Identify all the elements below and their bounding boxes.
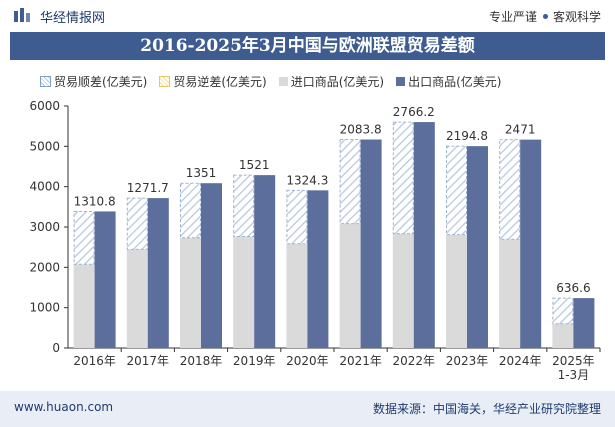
y-tick-label: 5000	[29, 139, 60, 153]
top-bar: 华经情报网 专业严谨 客观科学	[0, 0, 615, 30]
data-label-surplus: 1521	[239, 158, 270, 172]
data-label-surplus: 2194.8	[446, 129, 488, 143]
bar-export	[360, 139, 382, 348]
bar-import	[499, 239, 521, 348]
x-tick-label: 2018年	[180, 354, 223, 368]
bar-import	[286, 243, 308, 348]
bar-surplus	[446, 145, 467, 236]
bar-import	[73, 264, 95, 348]
legend-swatch-import	[278, 76, 288, 86]
legend-label-import: 进口商品(亿美元)	[290, 74, 385, 89]
bar-surplus	[499, 139, 521, 240]
data-label-surplus: 2083.8	[340, 123, 382, 137]
title-bar: 2016-2025年3月中国与欧洲联盟贸易差额	[10, 32, 605, 60]
bar-export	[307, 190, 329, 348]
bar-export	[413, 122, 435, 348]
bar-import	[180, 237, 201, 348]
x-tick-label: 2023年	[446, 354, 489, 368]
bar-surplus	[180, 182, 201, 239]
bar-export	[573, 298, 595, 348]
y-tick-label: 6000	[29, 99, 60, 113]
legend-label-deficit: 贸易逆差(亿美元)	[173, 74, 267, 89]
bar-import	[446, 234, 467, 348]
bar-surplus	[286, 189, 308, 245]
legend-item-export: 出口商品(亿美元)	[396, 72, 502, 90]
y-tick-label: 1000	[29, 301, 60, 315]
bar-surplus	[392, 121, 414, 235]
y-tick-label: 0	[52, 341, 60, 355]
legend-label-export: 出口商品(亿美元)	[408, 74, 502, 89]
legend: 贸易顺差(亿美元) 贸易逆差(亿美元) 进口商品(亿美元) 出口商品(亿美元)	[40, 72, 502, 90]
bar-import	[233, 236, 255, 348]
footer: www.huaon.com 数据来源：中国海关，华经产业研究院整理	[0, 391, 615, 427]
x-tick-label: 2021年	[339, 354, 382, 368]
bar-surplus	[552, 297, 574, 325]
chart-title: 2016-2025年3月中国与欧洲联盟贸易差额	[140, 36, 475, 56]
logo-icon	[14, 8, 30, 22]
bar-import	[552, 323, 574, 348]
x-tick-label: 2022年	[393, 354, 436, 368]
data-label-surplus: 2766.2	[393, 105, 435, 119]
bar-import	[392, 233, 414, 348]
bar-export	[254, 175, 276, 348]
legend-item-deficit: 贸易逆差(亿美元)	[159, 72, 267, 90]
y-tick-label: 4000	[29, 180, 60, 194]
bar-export	[201, 183, 222, 348]
brand-name: 华经情报网	[40, 11, 106, 26]
x-tick-label: 2020年	[286, 354, 329, 368]
bar-surplus	[73, 210, 95, 265]
slogan-tag-1: 专业严谨	[488, 10, 537, 24]
data-label-surplus: 2471	[505, 123, 536, 137]
bar-export	[147, 198, 169, 348]
data-label-surplus: 1310.8	[74, 194, 116, 208]
slogan-tag-2: 客观科学	[552, 10, 601, 24]
bar-export	[94, 211, 116, 348]
bullet-icon	[542, 14, 548, 19]
x-tick-label: 2017年	[127, 354, 170, 368]
legend-swatch-deficit	[159, 75, 171, 87]
bar-import	[339, 223, 361, 348]
data-label-surplus: 1351	[186, 166, 217, 180]
bar-import	[126, 249, 148, 348]
data-source: 数据来源：中国海关，华经产业研究院整理	[372, 402, 601, 416]
x-tick-label: 2025年	[552, 354, 595, 368]
legend-label-surplus: 贸易顺差(亿美元)	[54, 74, 148, 89]
data-label-surplus: 636.6	[556, 281, 590, 295]
x-tick-label: 1-3月	[558, 368, 590, 382]
x-tick-label: 2019年	[233, 354, 276, 368]
slogan: 专业严谨 客观科学	[489, 8, 601, 25]
x-tick-label: 2024年	[499, 354, 542, 368]
x-tick-label: 2016年	[73, 354, 116, 368]
y-tick-label: 3000	[29, 220, 60, 234]
legend-swatch-surplus	[40, 75, 51, 87]
data-label-surplus: 1324.3	[286, 173, 328, 187]
legend-item-import: 进口商品(亿美元)	[278, 72, 385, 90]
bar-export	[520, 139, 542, 348]
bar-export	[467, 146, 488, 348]
bar-surplus	[339, 139, 361, 225]
website-link[interactable]: www.huaon.com	[14, 400, 114, 414]
bar-surplus	[126, 197, 148, 250]
y-tick-label: 2000	[29, 260, 60, 274]
legend-swatch-export	[396, 76, 406, 86]
bar-surplus	[233, 174, 255, 237]
data-label-surplus: 1271.7	[127, 181, 169, 195]
legend-item-surplus: 贸易顺差(亿美元)	[40, 72, 147, 90]
